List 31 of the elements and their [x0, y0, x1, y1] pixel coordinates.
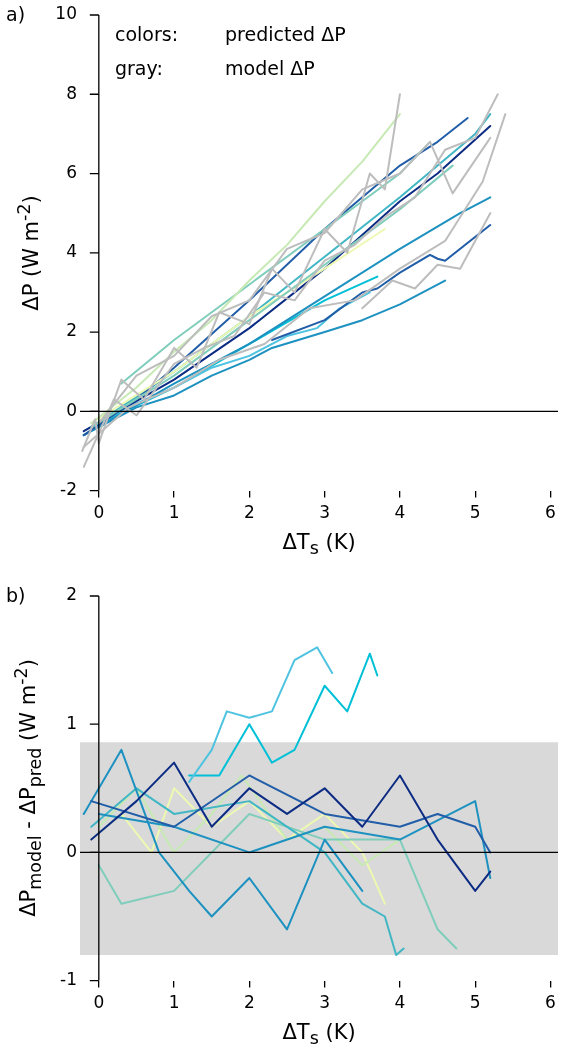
y-tick-label: 2	[66, 320, 77, 341]
x-tick-label: 2	[243, 502, 255, 523]
x-tick-label: 1	[168, 992, 180, 1013]
x-tick-label: 6	[545, 992, 556, 1013]
x-tick-label: 1	[168, 502, 180, 523]
x-tick-label: 3	[319, 502, 331, 523]
y-tick-label: 10	[55, 3, 77, 24]
y-tick-label: 0	[66, 840, 77, 861]
y-tick-label: 0	[66, 399, 77, 420]
x-axis-title: ΔT$_{s}$ (K)	[282, 530, 356, 559]
y-tick-label: 2	[66, 584, 77, 605]
x-tick-label: 6	[545, 502, 556, 523]
x-axis-title: ΔT$_{s}$ (K)	[282, 1020, 356, 1049]
x-tick-label: 0	[93, 502, 105, 523]
y-tick-label: -2	[60, 479, 77, 500]
text: b)	[6, 584, 26, 606]
text: a)	[6, 3, 26, 25]
text: colors: predicted ΔP	[115, 23, 346, 45]
x-tick-label: 4	[394, 992, 406, 1013]
y-tick-label: 1	[66, 712, 77, 733]
y-tick-label: 6	[66, 161, 77, 182]
text: gray: model ΔP	[115, 57, 315, 79]
x-tick-label: 3	[319, 992, 331, 1013]
x-tick-label: 2	[243, 992, 255, 1013]
y-tick-label: 8	[66, 82, 77, 103]
y-tick-label: -1	[60, 969, 77, 990]
y-tick-label: 4	[66, 241, 77, 262]
x-tick-label: 5	[469, 502, 481, 523]
x-tick-label: 5	[469, 992, 481, 1013]
x-tick-label: 0	[93, 992, 105, 1013]
x-tick-label: 4	[394, 502, 406, 523]
